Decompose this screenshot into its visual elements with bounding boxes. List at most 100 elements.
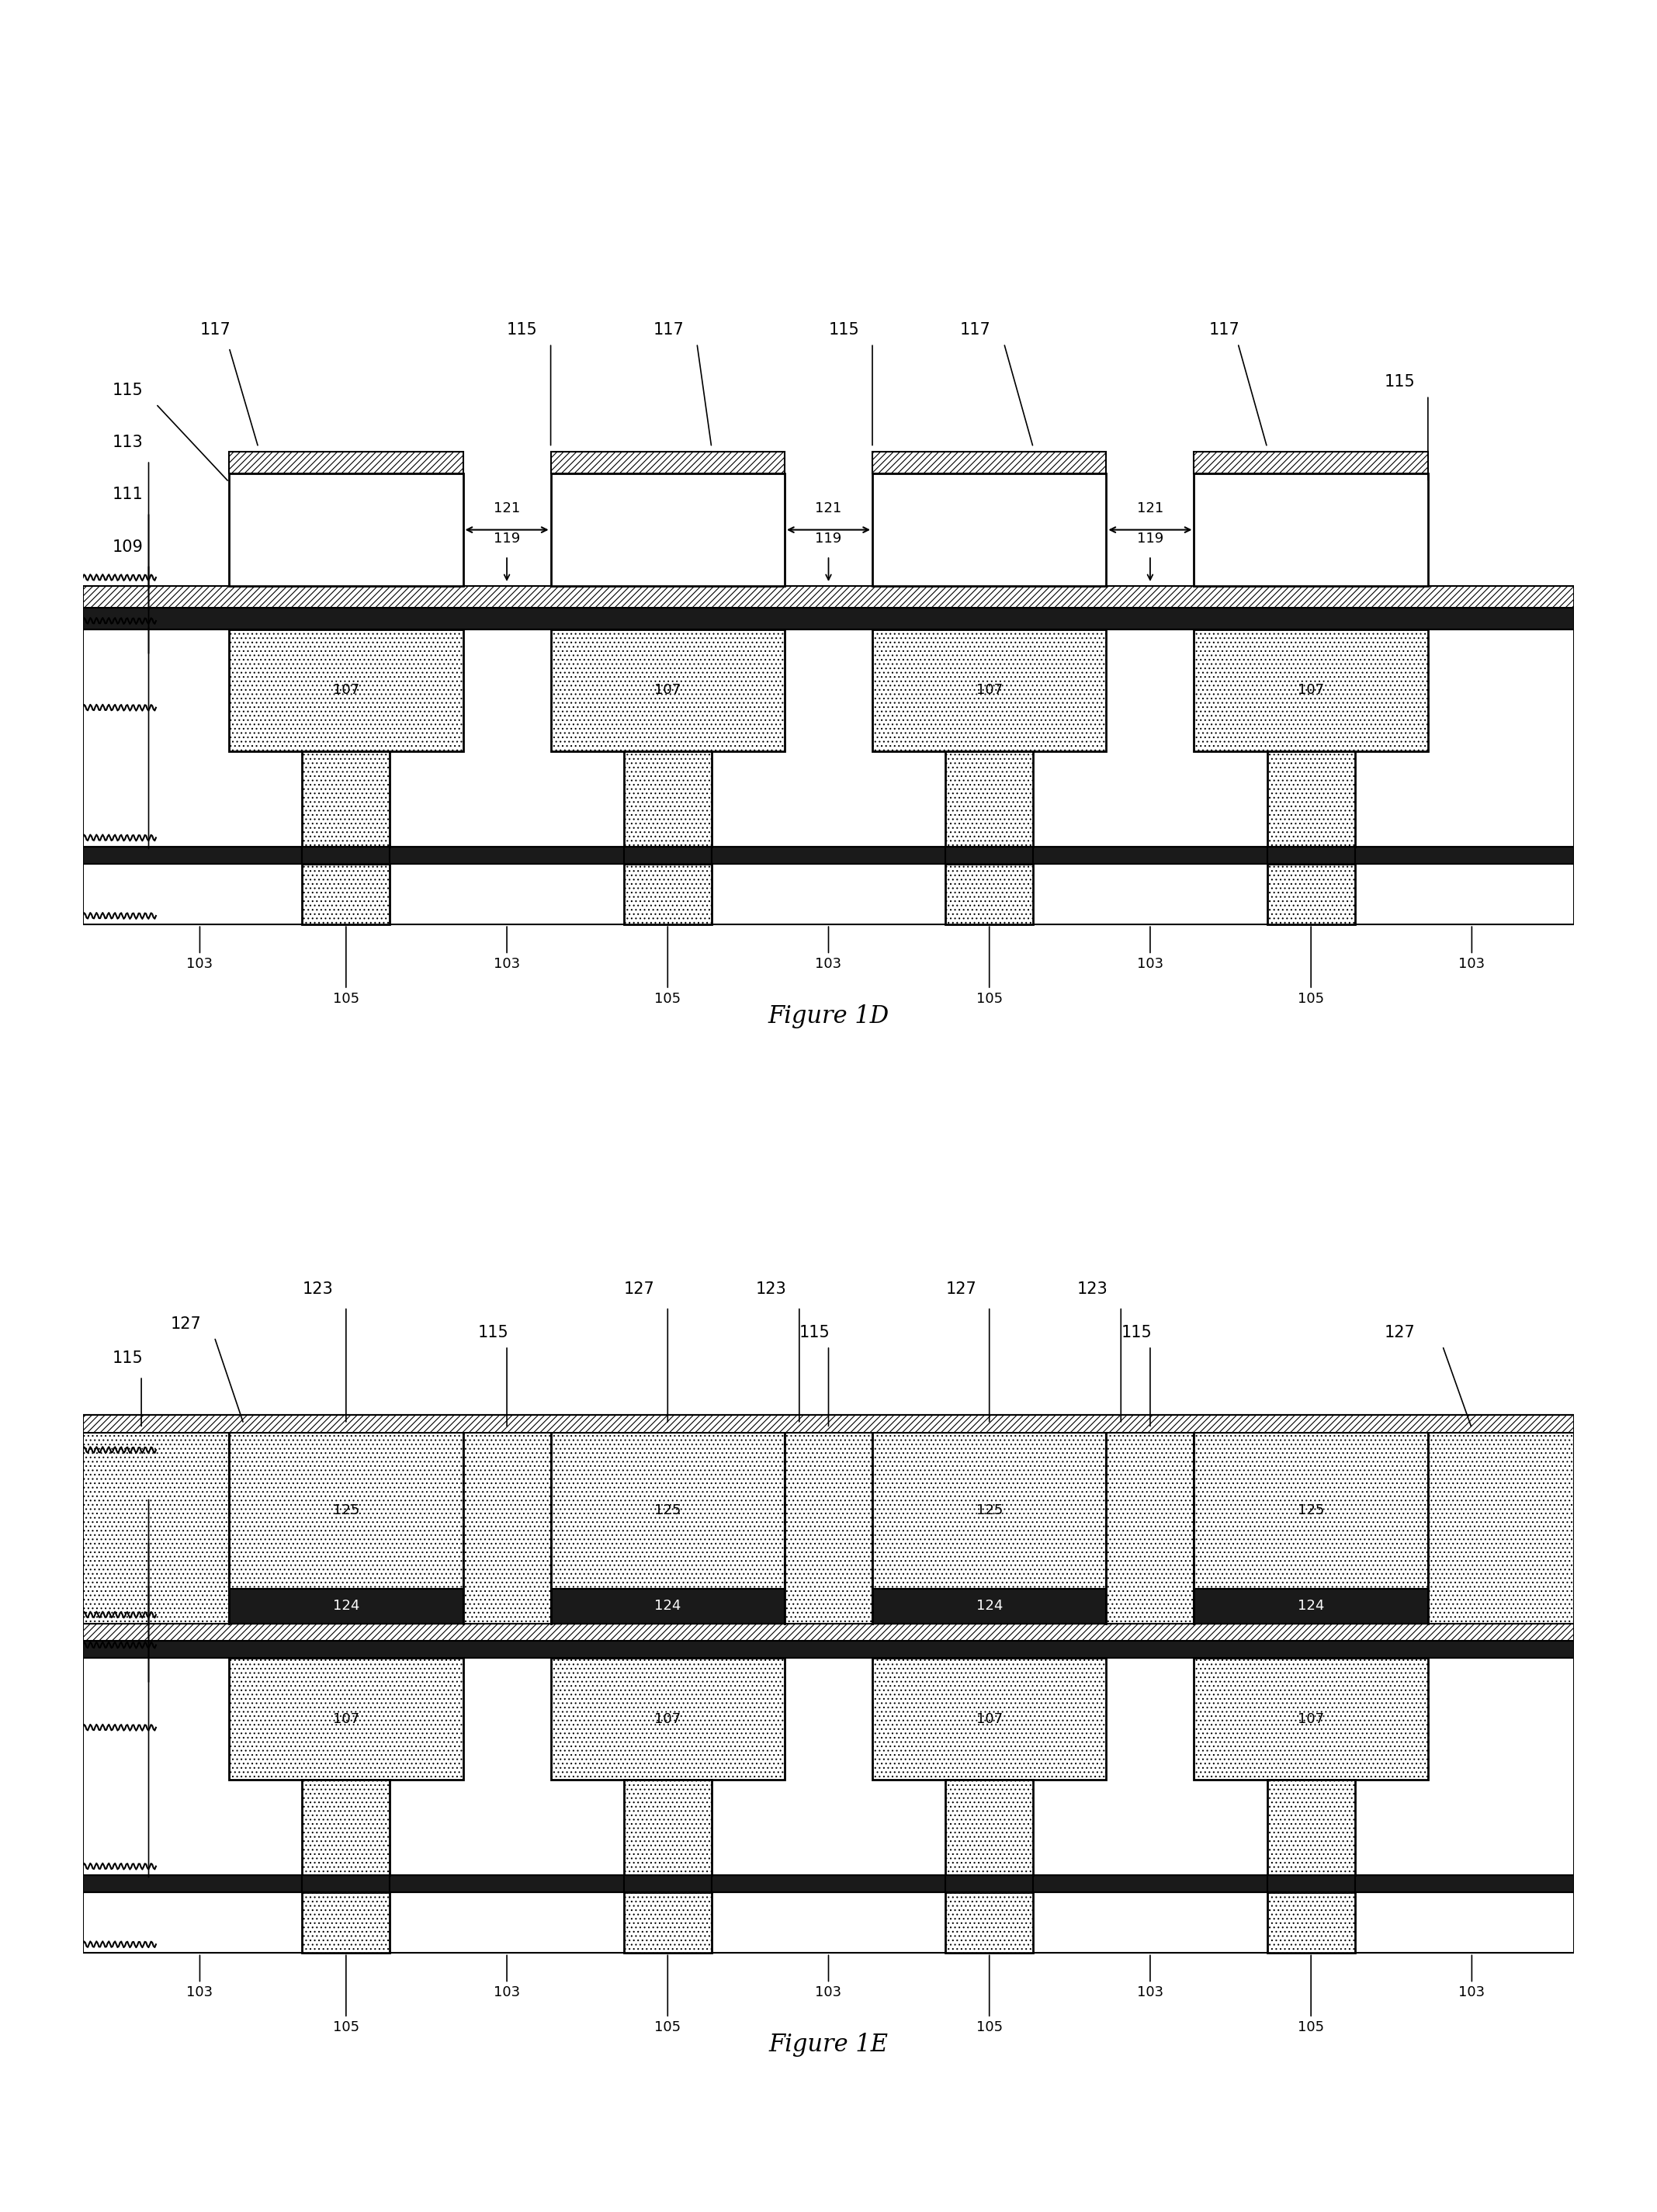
Text: 105: 105 (976, 991, 1002, 1006)
Bar (83, 630, 1574, 847)
Text: 105: 105 (333, 991, 360, 1006)
Bar (1268, 847, 1355, 863)
Text: 115: 115 (113, 383, 143, 398)
Text: 121: 121 (1137, 502, 1163, 515)
Bar (1195, 1433, 1428, 1588)
Text: 127: 127 (171, 1316, 202, 1332)
Text: 103: 103 (815, 958, 842, 971)
Bar (83, 608, 1574, 630)
Text: 115: 115 (799, 1325, 830, 1340)
Text: 103: 103 (187, 958, 214, 971)
Text: 117: 117 (1208, 323, 1239, 338)
Bar (83, 1624, 1574, 1641)
Bar (229, 1659, 462, 1781)
Text: 109: 109 (113, 540, 143, 555)
Bar (1268, 1891, 1355, 1953)
Text: 109: 109 (113, 1559, 143, 1575)
Text: 113: 113 (113, 436, 143, 451)
Text: 125: 125 (1297, 1504, 1324, 1517)
Bar (872, 451, 1107, 473)
Text: 105: 105 (655, 2020, 681, 2035)
Bar (302, 1891, 389, 1953)
Text: 103: 103 (815, 1986, 842, 2000)
Bar (1195, 473, 1428, 586)
Text: 127: 127 (1384, 1325, 1415, 1340)
Text: 124: 124 (655, 1599, 681, 1613)
Bar (1268, 1781, 1355, 1876)
Text: 115: 115 (1384, 374, 1415, 389)
Text: 124: 124 (333, 1599, 360, 1613)
Text: 115: 115 (477, 1325, 509, 1340)
Bar (83, 1416, 1574, 1433)
Text: 103: 103 (1137, 958, 1163, 971)
Text: 108: 108 (113, 1619, 143, 1635)
Text: 105: 105 (333, 2020, 360, 2035)
Text: 115: 115 (113, 1352, 143, 1367)
Text: 115: 115 (1120, 1325, 1152, 1340)
Text: 107: 107 (655, 1712, 681, 1725)
Text: Figure 1D: Figure 1D (767, 1004, 890, 1029)
Bar (550, 473, 785, 586)
Text: 105: 105 (655, 991, 681, 1006)
Bar (229, 451, 462, 473)
Bar (83, 863, 1574, 925)
Text: 107: 107 (976, 684, 1002, 697)
Bar (229, 1588, 462, 1624)
Text: 123: 123 (756, 1281, 787, 1296)
Bar (946, 1891, 1034, 1953)
Bar (83, 630, 1574, 847)
Bar (229, 630, 462, 752)
Text: 117: 117 (959, 323, 991, 338)
Text: 125: 125 (655, 1504, 681, 1517)
Bar (1268, 863, 1355, 925)
Bar (623, 1876, 711, 1891)
Text: 125: 125 (976, 1504, 1002, 1517)
Bar (83, 1641, 1574, 1659)
Bar (946, 1876, 1034, 1891)
Text: 105: 105 (1297, 2020, 1324, 2035)
Bar (1195, 1659, 1428, 1781)
Text: 107: 107 (1297, 684, 1324, 697)
Bar (872, 630, 1107, 752)
Text: 119: 119 (1137, 531, 1163, 546)
Bar (872, 1659, 1107, 1781)
Text: 123: 123 (1077, 1281, 1109, 1296)
Bar (623, 863, 711, 925)
Bar (946, 847, 1034, 863)
Text: 103: 103 (494, 1986, 520, 2000)
Bar (550, 1433, 785, 1588)
Bar (550, 1659, 785, 1781)
Text: 127: 127 (623, 1281, 655, 1296)
Bar (550, 1588, 785, 1624)
Bar (946, 752, 1034, 847)
Bar (946, 1781, 1034, 1876)
Bar (302, 1781, 389, 1876)
Bar (83, 1876, 1574, 1891)
Bar (83, 586, 1574, 608)
Bar (623, 1781, 711, 1876)
Text: 121: 121 (815, 502, 842, 515)
Text: 108: 108 (113, 599, 143, 615)
Text: 124: 124 (1297, 1599, 1324, 1613)
Text: 123: 123 (302, 1281, 333, 1296)
Bar (302, 1876, 389, 1891)
Bar (1195, 630, 1428, 752)
Text: 124: 124 (976, 1599, 1002, 1613)
Bar (872, 1588, 1107, 1624)
Bar (302, 847, 389, 863)
Text: 105: 105 (976, 2020, 1002, 2035)
Text: 121: 121 (494, 502, 520, 515)
Text: 115: 115 (507, 323, 539, 338)
Bar (623, 847, 711, 863)
Bar (302, 863, 389, 925)
Text: 107: 107 (976, 1712, 1002, 1725)
Text: 127: 127 (946, 1281, 976, 1296)
Bar (623, 752, 711, 847)
Text: 111: 111 (113, 1515, 143, 1531)
Text: 117: 117 (653, 323, 684, 338)
Text: 107: 107 (1297, 1712, 1324, 1725)
Bar (83, 1659, 1574, 1876)
Bar (302, 752, 389, 847)
Bar (623, 1891, 711, 1953)
Bar (1195, 1588, 1428, 1624)
